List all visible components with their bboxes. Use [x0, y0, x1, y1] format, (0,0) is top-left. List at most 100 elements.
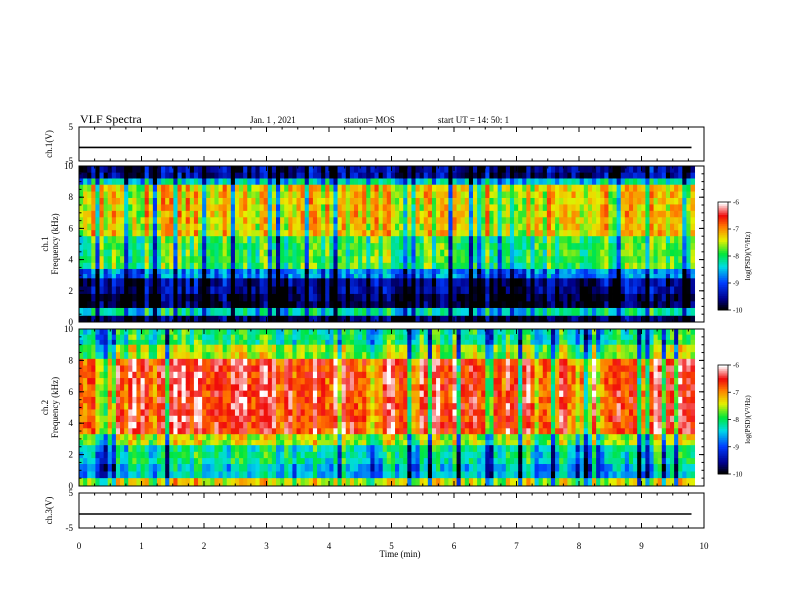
- ch1-spectrogram-cell: [583, 223, 589, 231]
- ch1-spectrogram-cell: [107, 242, 113, 250]
- ch1-spectrogram-cell: [468, 236, 474, 244]
- ch1-spectrogram-cell: [407, 255, 412, 263]
- ch1-spectrogram-cell: [341, 268, 347, 275]
- ch1-spectrogram-cell: [399, 293, 404, 302]
- ch2-spectrogram-cell: [148, 344, 154, 353]
- ch1-spectrogram-cell: [276, 315, 281, 323]
- ch1-spectrogram-cell: [575, 273, 581, 279]
- ch1-spectrogram-cell: [280, 278, 285, 287]
- ch1-spectrogram-cell: [296, 184, 302, 192]
- ch1-spectrogram-cell: [530, 178, 535, 186]
- ch1-spectrogram-cell: [280, 242, 285, 250]
- ch1-spectrogram-cell: [132, 286, 137, 295]
- ch1-spectrogram-cell: [79, 315, 84, 323]
- ch1-spectrogram-cell: [358, 184, 363, 192]
- ch2-spectrogram-cell: [193, 478, 199, 487]
- ch1-spectrogram-cell: [653, 307, 659, 317]
- ch1-spectrogram-cell: [633, 249, 638, 257]
- ch1-spectrogram-cell: [177, 255, 182, 263]
- ch1-spectrogram-cell: [690, 172, 696, 179]
- ch1-spectrogram-cell: [686, 229, 691, 237]
- ch1-spectrogram-cell: [604, 223, 609, 231]
- ch2-spectrogram-cell: [111, 478, 117, 487]
- ch1-spectrogram-cell: [399, 315, 404, 323]
- ch2-spectrogram-cell: [148, 371, 154, 379]
- ch2-spectrogram-cell: [165, 377, 170, 385]
- ch1-spectrogram-cell: [115, 268, 121, 275]
- ch1-spectrogram-cell: [690, 278, 696, 287]
- ch1-spectrogram-cell: [633, 210, 638, 218]
- ch2-spectrogram-cell: [181, 383, 187, 391]
- ch1-spectrogram-cell: [214, 178, 219, 186]
- ch2-spectrogram-cell: [222, 351, 228, 360]
- ch1-spectrogram-cell: [436, 307, 441, 317]
- ch1-spectrogram-cell: [538, 255, 544, 263]
- ch1-spectrogram-cell: [509, 286, 515, 295]
- ch2-spectrogram-cell: [263, 344, 269, 353]
- ch1-spectrogram-cell: [526, 249, 531, 257]
- ch1-spectrogram-cell: [329, 191, 334, 198]
- ch2-spectrogram-cell: [120, 365, 125, 372]
- ch1-spectrogram-cell: [152, 315, 158, 323]
- ch2-spectrogram-cell: [132, 329, 137, 335]
- ch2-spectrogram-cell: [87, 371, 92, 379]
- ch1-spectrogram-cell: [103, 191, 109, 198]
- ch2-spectrogram-cell: [169, 396, 174, 404]
- ch1-spectrogram-cell: [481, 184, 486, 192]
- ch2-spectrogram-cell: [259, 402, 265, 410]
- ch1-spectrogram-cell: [317, 229, 322, 237]
- ch1-spectrogram-cell: [148, 172, 154, 179]
- ch1-spectrogram-cell: [436, 236, 441, 244]
- ch2-spectrogram-cell: [214, 439, 219, 446]
- ch1-spectrogram-cell: [419, 273, 425, 279]
- ch1-spectrogram-cell: [419, 268, 425, 275]
- ch1-spectrogram-cell: [152, 210, 158, 218]
- ch1-spectrogram-cell: [464, 204, 470, 211]
- ch2-spectrogram-cell: [243, 421, 248, 429]
- ch1-spectrogram-cell: [686, 262, 691, 270]
- ch1-spectrogram-cell: [148, 242, 154, 250]
- ch1-spectrogram-cell: [132, 172, 137, 179]
- ch1-spectrogram-cell: [670, 197, 675, 205]
- ch2-spectrogram-cell: [202, 439, 207, 446]
- ch1-spectrogram-cell: [382, 178, 388, 186]
- ch1-spectrogram-cell: [514, 268, 519, 275]
- ch1-spectrogram-cell: [399, 278, 404, 287]
- ch1-spectrogram-cell: [276, 229, 281, 237]
- ch1-spectrogram-cell: [592, 268, 597, 275]
- ch1-spectrogram-cell: [641, 255, 646, 263]
- ch1-spectrogram-cell: [226, 236, 232, 244]
- ch1-spectrogram-cell: [395, 166, 400, 173]
- ch2-spectrogram-cell: [152, 457, 158, 465]
- ch1-spectrogram-cell: [440, 286, 445, 295]
- ch1-spectrogram-cell: [567, 293, 572, 302]
- ch1-spectrogram-cell: [670, 216, 675, 224]
- ch1-spectrogram-cell: [505, 273, 511, 279]
- ch1-spectrogram-cell: [620, 229, 626, 237]
- ch1-spectrogram-cell: [304, 236, 310, 244]
- ch1-spectrogram-cell: [436, 229, 441, 237]
- ch1-spectrogram-cell: [173, 286, 178, 295]
- ch2-spectrogram-cell: [120, 383, 125, 391]
- ch1-spectrogram-cell: [267, 315, 273, 323]
- ch1-spectrogram-cell: [674, 166, 679, 173]
- ch1-spectrogram-cell: [403, 255, 408, 263]
- ch2-spectrogram-cell: [99, 329, 105, 335]
- ch1-spectrogram-cell: [522, 315, 527, 323]
- ch1-spectrogram-cell: [193, 249, 199, 257]
- ch1-spectrogram-cell: [234, 229, 240, 237]
- ch1-spectrogram-cell: [362, 262, 367, 270]
- ch1-spectrogram-cell: [144, 229, 150, 237]
- ch1-spectrogram-cell: [567, 273, 572, 279]
- ch1-spectrogram-cell: [448, 300, 453, 309]
- ch1-spectrogram-cell: [239, 293, 244, 302]
- ch1-spectrogram-cell: [624, 273, 630, 279]
- ch1-spectrogram-cell: [304, 300, 310, 309]
- ch2-spectrogram-cell: [120, 396, 125, 404]
- ch2-spectrogram-cell: [156, 434, 162, 441]
- ch1-spectrogram-cell: [608, 268, 613, 275]
- ch2-spectrogram-cell: [161, 434, 166, 441]
- ch2-spectrogram-cell: [111, 329, 117, 335]
- ch1-spectrogram-cell: [423, 255, 429, 263]
